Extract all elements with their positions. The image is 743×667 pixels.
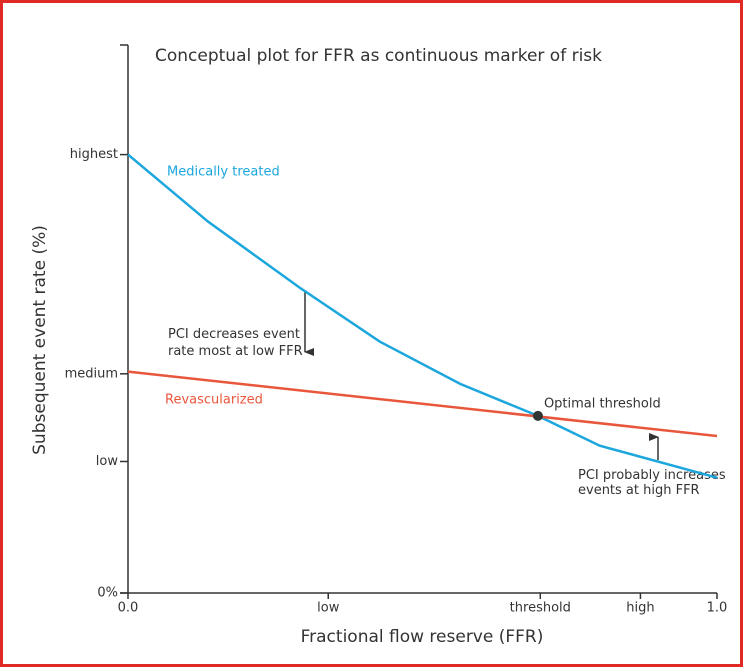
y-axis-label: Subsequent event rate (%) [30, 225, 50, 455]
series-line [127, 153, 718, 479]
y-tick-label: medium [65, 366, 118, 381]
annotation-line: rate most at low FFR [168, 344, 303, 359]
annotation: PCI decreases event rate most at low FFR [168, 327, 303, 359]
threshold-label: Optimal threshold [544, 396, 661, 411]
threshold-point [532, 410, 543, 421]
x-tick-label: 0.0 [118, 601, 139, 616]
annotation-line: PCI decreases event [168, 327, 300, 342]
y-tick-label: highest [70, 147, 118, 162]
series-label: Medically treated [167, 165, 280, 180]
series-label: Revascularized [165, 393, 263, 408]
y-tick-label: low [96, 454, 119, 469]
x-tick-label: 1.0 [707, 601, 728, 616]
series-line [127, 370, 718, 438]
annotation: PCI probably increases events at high FFR [578, 468, 726, 498]
chart-title: Conceptual plot for FFR as continuous ma… [155, 46, 602, 66]
annotation-line: events at high FFR [578, 483, 700, 498]
x-tick-label: low [317, 601, 340, 616]
x-tick-label: threshold [510, 601, 571, 616]
x-tick-label: high [626, 601, 654, 616]
x-axis-label: Fractional flow reserve (FFR) [301, 627, 544, 647]
y-tick-label: 0% [97, 586, 118, 601]
